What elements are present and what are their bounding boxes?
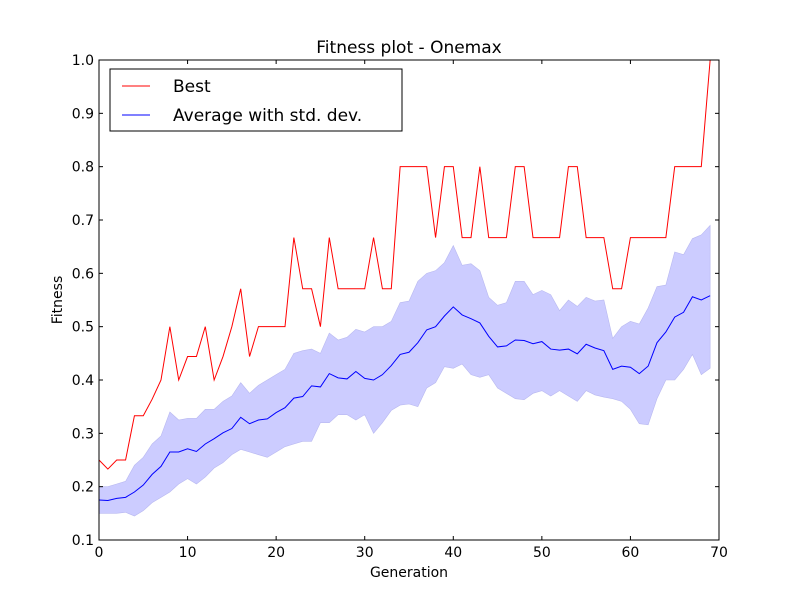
- y-tick-label: 0.2: [72, 480, 94, 496]
- y-tick-label: 0.9: [72, 106, 94, 122]
- x-axis-label: Generation: [370, 565, 448, 581]
- y-tick-label: 0.7: [72, 213, 94, 229]
- y-tick-label: 0.1: [72, 533, 94, 549]
- y-axis-label: Fitness: [50, 276, 66, 325]
- x-tick-label: 0: [95, 545, 104, 561]
- std-dev-band-layer: [98, 224, 711, 517]
- y-tick-label: 0.8: [72, 160, 94, 176]
- axis-ticks-layer: 0 10 20 30 40 50 60 70 0.1 0.2 0.3 0.4 0.5 0.6 0.7 0.8 0…: [72, 53, 728, 561]
- series-line-average: [98, 295, 711, 502]
- y-tick-label: 0.6: [72, 266, 94, 282]
- x-tick-label: 50: [533, 545, 551, 561]
- legend-label-best: Best: [173, 77, 211, 97]
- series-lines-layer: [98, 59, 711, 502]
- x-tick-label: 30: [356, 545, 374, 561]
- std-dev-band: [98, 224, 711, 517]
- x-tick-label: 20: [267, 545, 285, 561]
- y-tick-label: 0.3: [72, 426, 94, 442]
- x-tick-label: 60: [622, 545, 640, 561]
- chart-title: Fitness plot - Onemax: [316, 38, 501, 58]
- y-tick-label: 0.4: [72, 373, 94, 389]
- legend: Best Average with std. dev.: [109, 68, 403, 132]
- legend-box: [109, 68, 403, 132]
- x-tick-label: 70: [710, 545, 728, 561]
- series-line-best: [98, 59, 711, 470]
- legend-label-average: Average with std. dev.: [173, 106, 362, 126]
- x-tick-label: 10: [179, 545, 197, 561]
- x-tick-label: 40: [444, 545, 462, 561]
- y-tick-label: 0.5: [72, 320, 94, 336]
- y-tick-label: 1.0: [72, 53, 94, 69]
- plot-frame: [98, 59, 720, 541]
